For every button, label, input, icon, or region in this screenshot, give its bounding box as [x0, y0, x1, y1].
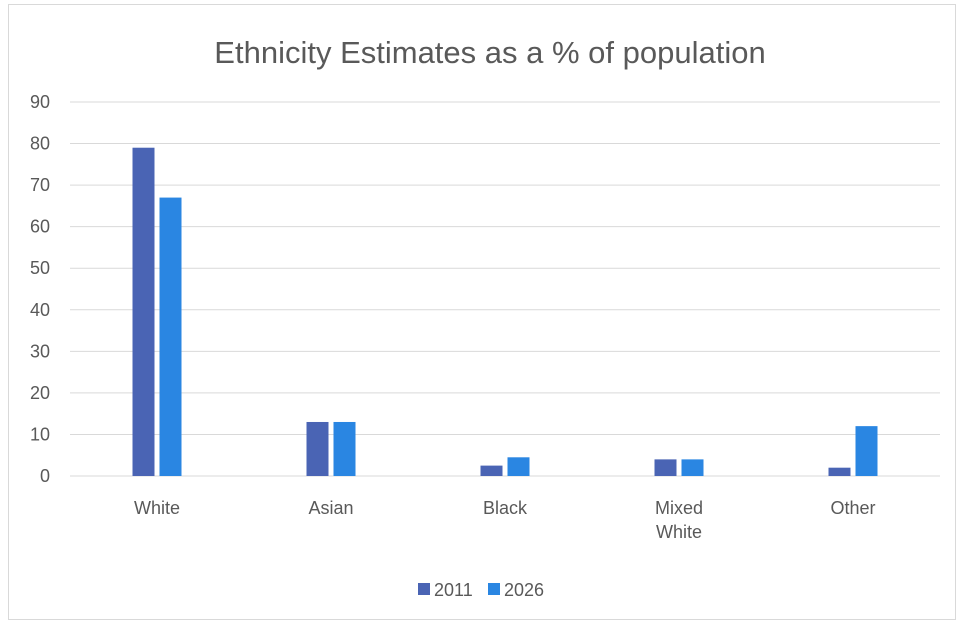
chart-title: Ethnicity Estimates as a % of population [214, 35, 765, 70]
bar-2026-2 [507, 457, 530, 476]
y-tick-label: 40 [30, 300, 50, 320]
bar-2011-4 [828, 467, 851, 476]
legend-label-2011: 2011 [434, 580, 473, 600]
x-tick-label: Other [830, 498, 875, 518]
y-tick-label: 50 [30, 258, 50, 278]
y-tick-label: 70 [30, 175, 50, 195]
bar-2011-3 [654, 459, 677, 476]
x-tick-label: Mixed White [655, 498, 703, 542]
y-tick-label: 30 [30, 341, 50, 361]
x-tick-label: White [134, 498, 180, 518]
legend-swatch-2026 [488, 583, 500, 595]
gridlines [70, 101, 940, 477]
x-axis-ticks: White Asian Black Mixed White Other [134, 498, 876, 542]
bar-2026-3 [681, 459, 704, 476]
bar-2026-1 [333, 421, 356, 476]
bar-2026-4 [855, 426, 878, 476]
bar-2026-0 [159, 197, 182, 477]
x-tick-label: Asian [308, 498, 353, 518]
x-tick-label: Black [483, 498, 528, 518]
y-tick-label: 90 [30, 92, 50, 112]
legend: 2011 2026 [418, 580, 544, 600]
y-axis-ticks: 0 10 20 30 40 50 60 70 80 90 [30, 92, 50, 486]
legend-label-2026: 2026 [504, 580, 544, 600]
legend-swatch-2011 [418, 583, 430, 595]
bar-2011-2 [480, 465, 503, 476]
y-tick-label: 20 [30, 383, 50, 403]
y-tick-label: 10 [30, 424, 50, 444]
y-tick-label: 60 [30, 217, 50, 237]
y-tick-label: 80 [30, 134, 50, 154]
bar-2011-1 [306, 421, 329, 476]
bar-2011-0 [132, 147, 155, 476]
y-tick-label: 0 [40, 466, 50, 486]
bars [132, 147, 878, 477]
